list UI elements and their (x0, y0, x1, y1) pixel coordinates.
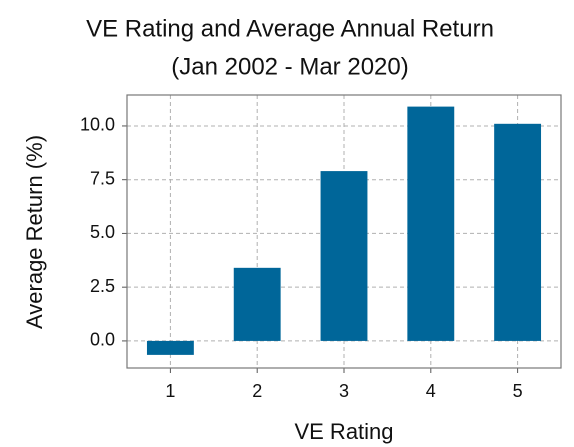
y-tick-label: 0.0 (90, 330, 115, 350)
y-tick-label: 10.0 (80, 115, 115, 135)
x-tick-label: 4 (426, 381, 436, 401)
x-tick-label: 5 (513, 381, 523, 401)
bar (320, 171, 368, 341)
x-tick-label: 2 (252, 381, 262, 401)
y-axis-label: Average Return (%) (22, 135, 47, 329)
y-tick-label: 5.0 (90, 222, 115, 242)
chart-subtitle: (Jan 2002 - Mar 2020) (171, 53, 408, 80)
bar (407, 106, 455, 341)
x-axis-label: VE Rating (294, 419, 393, 444)
y-tick-label: 7.5 (90, 168, 115, 188)
bar (494, 123, 542, 341)
bar (146, 340, 194, 355)
plot-frame (126, 94, 562, 369)
x-tick-label: 3 (339, 381, 349, 401)
x-tick-label: 1 (165, 381, 175, 401)
chart-title: VE Rating and Average Annual Return (86, 15, 494, 42)
bar (233, 267, 281, 341)
y-tick-label: 2.5 (90, 276, 115, 296)
